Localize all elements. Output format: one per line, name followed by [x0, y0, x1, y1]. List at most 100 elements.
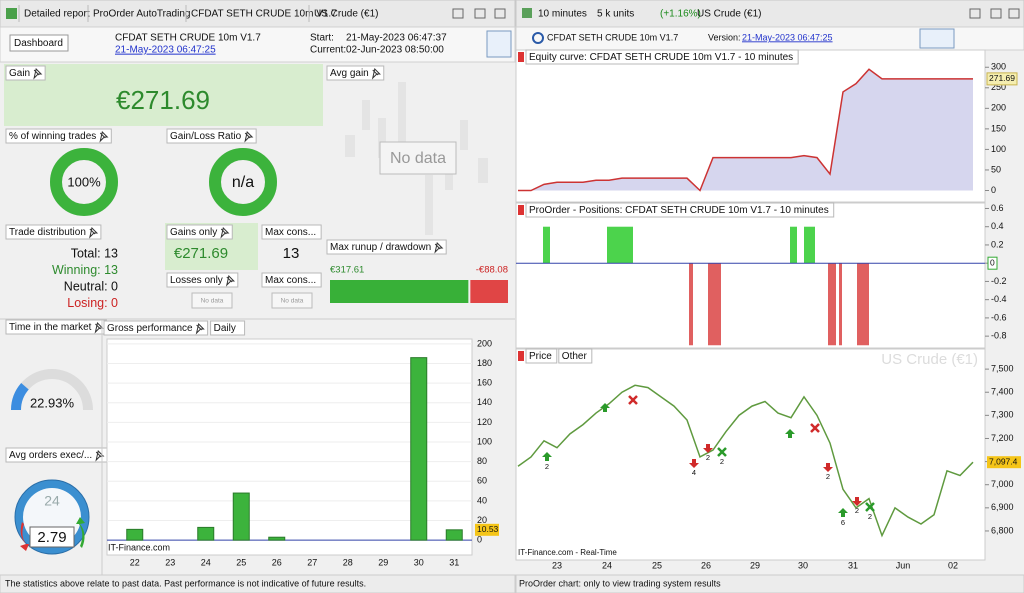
pin-icon	[89, 227, 99, 239]
background-candle	[362, 100, 370, 130]
system-name: CFDAT SETH CRUDE 10m V1.7	[115, 33, 261, 44]
window-button[interactable]	[1008, 8, 1020, 19]
last-value: 10.53	[477, 524, 499, 534]
distribution-row: Losing: 0	[67, 296, 118, 310]
version-date[interactable]: 21-May-2023 06:47:25	[115, 45, 216, 56]
marker-label: 2	[720, 457, 724, 466]
gains-value: €271.69	[174, 245, 228, 262]
y-tick-label: 60	[477, 476, 487, 486]
plot-area	[515, 348, 986, 561]
last-value: 271.69	[989, 73, 1015, 83]
tab[interactable]: CFDAT SETH CRUDE 10m V1.7	[191, 9, 337, 20]
drawdown-bar	[470, 280, 508, 303]
x-tick-label: 31	[449, 557, 459, 567]
pin-icon	[99, 131, 109, 143]
position-bar	[857, 263, 869, 346]
y-tick-label: 7,000	[991, 479, 1014, 489]
marker-label: 2	[706, 453, 710, 462]
background-candle	[378, 118, 386, 158]
window-button[interactable]	[452, 8, 464, 19]
y-tick-label: 250	[991, 82, 1006, 92]
dropdown[interactable]: Daily	[214, 323, 236, 334]
window-button[interactable]	[494, 8, 506, 19]
x-tick-label: 28	[343, 557, 353, 567]
gauge-value: 22.93%	[30, 395, 75, 410]
footer-note: ProOrder chart: only to view trading sys…	[519, 578, 721, 588]
x-tick-label: 30	[414, 557, 424, 567]
gain-value: €271.69	[116, 85, 210, 115]
footer	[0, 574, 516, 593]
report-icon	[486, 30, 512, 58]
panel-title: Max runup / drawdown	[330, 242, 431, 253]
dropdown	[210, 320, 246, 336]
version-date[interactable]: 21-May-2023 06:47:25	[742, 32, 833, 42]
x-tick-label: 25	[652, 560, 662, 570]
x-tick-label: 29	[750, 560, 760, 570]
last-value-box	[987, 456, 1021, 469]
x-tick-label: 24	[201, 557, 211, 567]
y-tick-label: 7,300	[991, 410, 1014, 420]
title-icon	[518, 351, 524, 361]
panel-tag	[166, 224, 233, 240]
x-tick-label: 23	[165, 557, 175, 567]
x-tick-label: 22	[130, 557, 140, 567]
y-tick-label: 100	[991, 144, 1006, 154]
arrow-green	[76, 517, 85, 548]
source: IT-Finance.com - Real-Time	[518, 548, 617, 557]
panel-title: % of winning trades	[9, 131, 96, 142]
y-tick-label: -0.8	[991, 331, 1007, 341]
background-candle	[460, 120, 468, 150]
panel-tag	[103, 320, 209, 336]
no-data-box	[271, 292, 313, 309]
panel-tag	[525, 49, 799, 65]
system-name: CFDAT SETH CRUDE 10m V1.7	[547, 32, 678, 42]
tab[interactable]: ProOrder AutoTrading	[93, 9, 190, 20]
panel-title: Max cons...	[265, 227, 316, 238]
donut-arc	[50, 148, 118, 216]
panel-title: Losses only	[170, 275, 223, 286]
window-button[interactable]	[969, 8, 981, 19]
panel-tag	[525, 202, 835, 218]
tab-icon	[6, 8, 17, 19]
sell-arrow	[689, 459, 699, 468]
buy-arrow	[542, 452, 552, 461]
sell-arrow	[703, 444, 713, 453]
tab[interactable]: Detailed report	[24, 9, 90, 20]
y-tick-label: 200	[991, 103, 1006, 113]
y-tick-label: 7,500	[991, 363, 1014, 373]
position-bar	[543, 226, 550, 264]
window-button[interactable]	[474, 8, 486, 19]
position-bar	[804, 226, 815, 264]
dashboard-button[interactable]: Dashboard	[14, 38, 63, 49]
dropdown[interactable]: 10 minutes	[538, 9, 587, 20]
position-bar	[828, 263, 836, 346]
panel-title: Avg gain	[330, 68, 369, 79]
pin-icon	[195, 323, 205, 335]
panel-title: Gross performance	[107, 323, 193, 334]
panel-title: Equity curve: CFDAT SETH CRUDE 10m V1.7 …	[529, 52, 793, 63]
tab-bar	[0, 0, 516, 28]
bar	[268, 536, 286, 541]
title-icon	[518, 205, 524, 215]
y-tick-label: 0	[477, 535, 482, 545]
y-tick-label: 6,800	[991, 525, 1014, 535]
panel-tag	[5, 128, 112, 144]
y-tick-label: 160	[477, 378, 492, 388]
clock-number: 24	[44, 493, 60, 509]
position-bar	[689, 263, 693, 346]
bar	[126, 528, 144, 541]
drawdown-value: -€88.08	[476, 265, 508, 276]
source: IT-Finance.com	[108, 542, 170, 552]
window-button[interactable]	[990, 8, 1002, 19]
label: Current:	[310, 45, 346, 56]
y-tick-label: 20	[477, 515, 487, 525]
dashboard-button	[9, 34, 69, 52]
label: No data	[201, 298, 224, 305]
dropdown[interactable]: 5 k units	[597, 9, 634, 20]
tab[interactable]: US Crude (€1)	[314, 9, 378, 20]
bar	[445, 529, 463, 541]
marker-label: 2	[855, 506, 859, 515]
label: Version:	[708, 32, 741, 42]
marker-label: 2	[868, 512, 872, 521]
